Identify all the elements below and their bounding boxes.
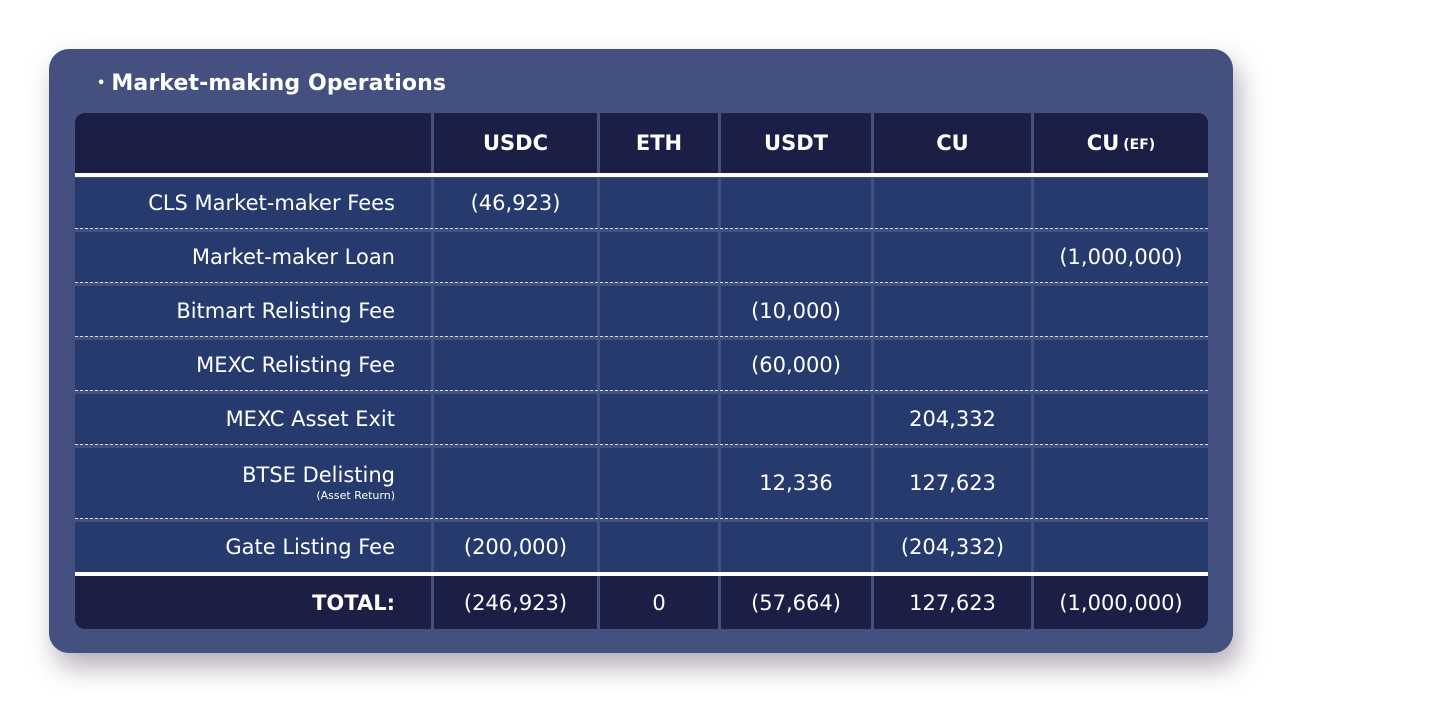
column-header-label: CU — [1086, 131, 1120, 155]
section-title: Market-making Operations — [111, 71, 447, 96]
total-label: TOTAL: — [75, 576, 431, 629]
table-cell — [600, 178, 718, 228]
table-cell — [1034, 286, 1208, 336]
total-cell: 0 — [600, 576, 718, 629]
row-divider — [75, 228, 1208, 229]
row-label: BTSE Delisting (Asset Return) — [75, 448, 431, 518]
column-header: CU — [874, 113, 1031, 173]
row-label-text: Bitmart Relisting Fee — [176, 299, 395, 323]
row-label-text: CLS Market-maker Fees — [148, 191, 395, 215]
table-cell: (200,000) — [434, 522, 597, 572]
column-header-suffix: (EF) — [1123, 137, 1156, 153]
row-label: CLS Market-maker Fees — [75, 178, 431, 228]
bullet-icon: • — [97, 76, 106, 91]
table-cell — [600, 286, 718, 336]
table-cell — [600, 448, 718, 518]
table-cell: (46,923) — [434, 178, 597, 228]
row-label: Bitmart Relisting Fee — [75, 286, 431, 336]
table-cell: (60,000) — [721, 340, 871, 390]
table-cell — [600, 522, 718, 572]
row-sublabel: (Asset Return) — [316, 489, 395, 502]
column-header-label: CU — [936, 131, 969, 155]
table-cell — [434, 286, 597, 336]
operations-table: USDC ETH USDT CU CU (EF) CLS Market-maker Fees… — [75, 113, 1208, 629]
row-label-text: BTSE Delisting — [242, 462, 395, 487]
table-cell — [874, 286, 1031, 336]
column-header: USDC — [434, 113, 597, 173]
column-header-label: ETH — [635, 131, 683, 155]
market-making-card: • Market-making Operations USDC ETH USDT CU C… — [49, 49, 1233, 653]
column-header-label: USDC — [482, 131, 549, 155]
table-cell — [600, 340, 718, 390]
table-cell — [1034, 340, 1208, 390]
table-cell — [434, 394, 597, 444]
table-cell — [434, 232, 597, 282]
table-cell — [874, 178, 1031, 228]
row-divider — [75, 444, 1208, 445]
row-divider — [75, 336, 1208, 337]
row-divider — [75, 282, 1208, 283]
table-cell — [721, 232, 871, 282]
table-cell: 127,623 — [874, 448, 1031, 518]
table-cell — [434, 448, 597, 518]
row-label-text: MEXC Asset Exit — [225, 407, 395, 431]
total-cell: (246,923) — [434, 576, 597, 629]
row-label: MEXC Relisting Fee — [75, 340, 431, 390]
total-cell: 127,623 — [874, 576, 1031, 629]
total-cell: (1,000,000) — [1034, 576, 1208, 629]
section-heading: • Market-making Operations — [97, 71, 446, 96]
table-cell — [1034, 448, 1208, 518]
table-cell — [600, 394, 718, 444]
table-cell — [434, 340, 597, 390]
row-label-text: Gate Listing Fee — [225, 535, 395, 559]
column-header-label: USDT — [764, 131, 828, 155]
table-cell: (1,000,000) — [1034, 232, 1208, 282]
header-corner-cell — [75, 113, 431, 173]
table-cell — [1034, 522, 1208, 572]
column-header: USDT — [721, 113, 871, 173]
table-cell — [1034, 394, 1208, 444]
table-cell: (10,000) — [721, 286, 871, 336]
row-label-text: Market-maker Loan — [191, 245, 395, 269]
table-cell: (204,332) — [874, 522, 1031, 572]
total-cell: (57,664) — [721, 576, 871, 629]
header-separator — [75, 173, 1208, 177]
table-cell — [600, 232, 718, 282]
table-cell: 204,332 — [874, 394, 1031, 444]
table-cell — [721, 178, 871, 228]
row-label: Gate Listing Fee — [75, 522, 431, 572]
total-separator — [75, 572, 1208, 576]
row-label: Market-maker Loan — [75, 232, 431, 282]
table-cell — [874, 232, 1031, 282]
row-label-text: MEXC Relisting Fee — [196, 353, 395, 377]
table-cell — [721, 394, 871, 444]
table-cell — [1034, 178, 1208, 228]
table-cell: 12,336 — [721, 448, 871, 518]
column-header: ETH — [600, 113, 718, 173]
table-cell — [874, 340, 1031, 390]
table-cell — [721, 522, 871, 572]
row-divider — [75, 390, 1208, 391]
row-label: MEXC Asset Exit — [75, 394, 431, 444]
column-header: CU (EF) — [1034, 113, 1208, 173]
row-divider — [75, 518, 1208, 519]
